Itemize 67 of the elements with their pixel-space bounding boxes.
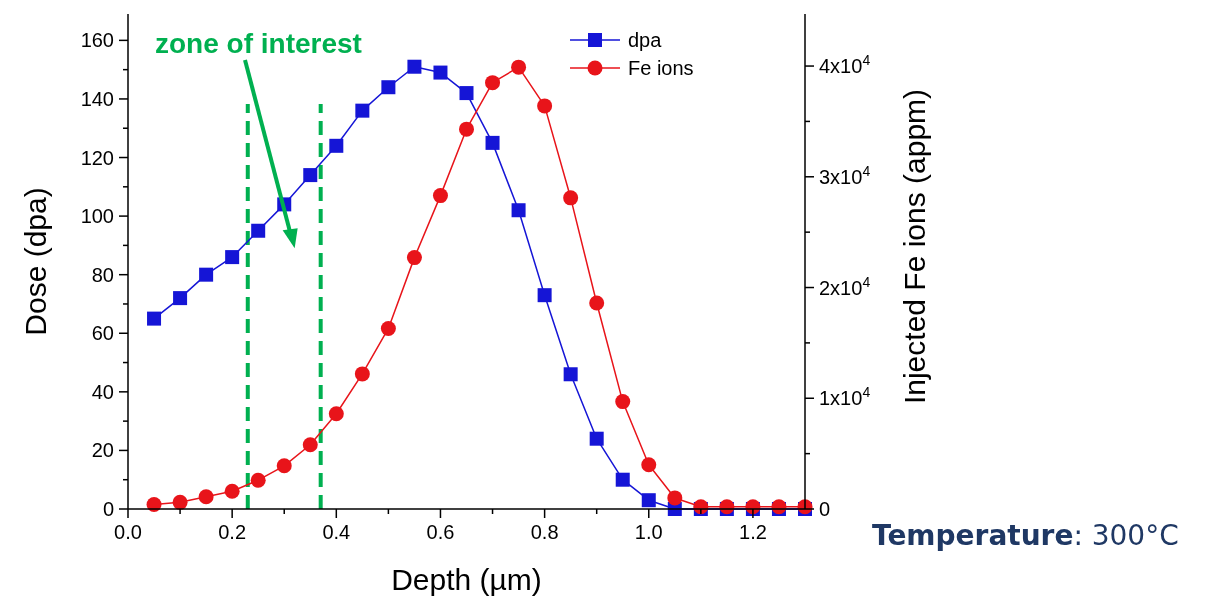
y-tick-label: 160 <box>80 29 114 52</box>
text: Temperature: 300°C <box>872 519 1179 552</box>
point <box>381 80 396 95</box>
point <box>641 493 656 508</box>
point <box>667 490 683 506</box>
y-tick-label: 120 <box>80 146 114 169</box>
y-axis-title: Dose (dpa) <box>19 187 52 336</box>
point <box>459 121 474 137</box>
point <box>406 250 422 266</box>
y-tick-label: 100 <box>80 205 114 228</box>
point <box>485 75 501 91</box>
point <box>355 103 370 118</box>
y-tick-label: 20 <box>91 439 114 462</box>
annotation: zone of interest <box>155 28 362 59</box>
point <box>250 472 266 488</box>
point <box>172 494 188 510</box>
point <box>433 65 448 80</box>
point <box>589 295 605 311</box>
x-axis-title: Depth (µm) <box>391 563 542 596</box>
y-tick-label: 40 <box>91 380 114 403</box>
y2-tick-label: 4x10$^{4}$ <box>819 52 871 78</box>
point <box>537 288 552 303</box>
y2-axis-title: Injected Fe ions (appm) <box>898 88 931 405</box>
y2-tick-label: 0 <box>819 498 831 520</box>
point <box>589 431 604 446</box>
legend-label: Fe ions <box>628 57 694 79</box>
point <box>303 168 318 183</box>
point <box>147 311 162 326</box>
point <box>459 86 474 101</box>
x-tick-label: 0.6 <box>426 521 455 543</box>
point <box>511 59 527 75</box>
point <box>563 190 579 206</box>
y2-tick-label: 2x10$^{4}$ <box>819 273 871 299</box>
point <box>173 291 188 306</box>
x-tick-label: 0.2 <box>218 521 247 543</box>
point <box>641 457 657 473</box>
y2-tick-label: 3x10$^{4}$ <box>819 162 871 188</box>
x-tick-label: 1.0 <box>634 521 663 543</box>
point <box>380 321 396 336</box>
point <box>432 188 448 204</box>
y-tick-label: 80 <box>91 263 114 286</box>
x-tick-label: 0.4 <box>322 521 351 543</box>
legend-label: dpa <box>628 29 663 51</box>
point <box>537 98 553 114</box>
point <box>251 223 266 238</box>
x-tick-label: 0.8 <box>530 521 559 543</box>
y-tick-label: 140 <box>80 87 114 110</box>
point <box>329 138 344 153</box>
point <box>485 135 500 150</box>
point <box>302 437 318 453</box>
x-tick-label: 1.2 <box>739 521 767 543</box>
x-tick-label: 0.0 <box>114 521 142 543</box>
point <box>354 366 370 382</box>
point <box>224 483 240 499</box>
point <box>407 59 422 74</box>
point <box>225 250 240 265</box>
point <box>199 267 214 282</box>
y2-tick-label: 1x10$^{4}$ <box>819 384 871 410</box>
point <box>328 406 344 422</box>
y-tick-label: 60 <box>91 322 114 345</box>
point <box>198 489 214 505</box>
point <box>615 394 631 410</box>
point <box>615 472 630 487</box>
point <box>276 458 292 474</box>
point <box>563 367 578 382</box>
point <box>511 203 526 218</box>
y-tick-label: 0 <box>102 498 114 520</box>
